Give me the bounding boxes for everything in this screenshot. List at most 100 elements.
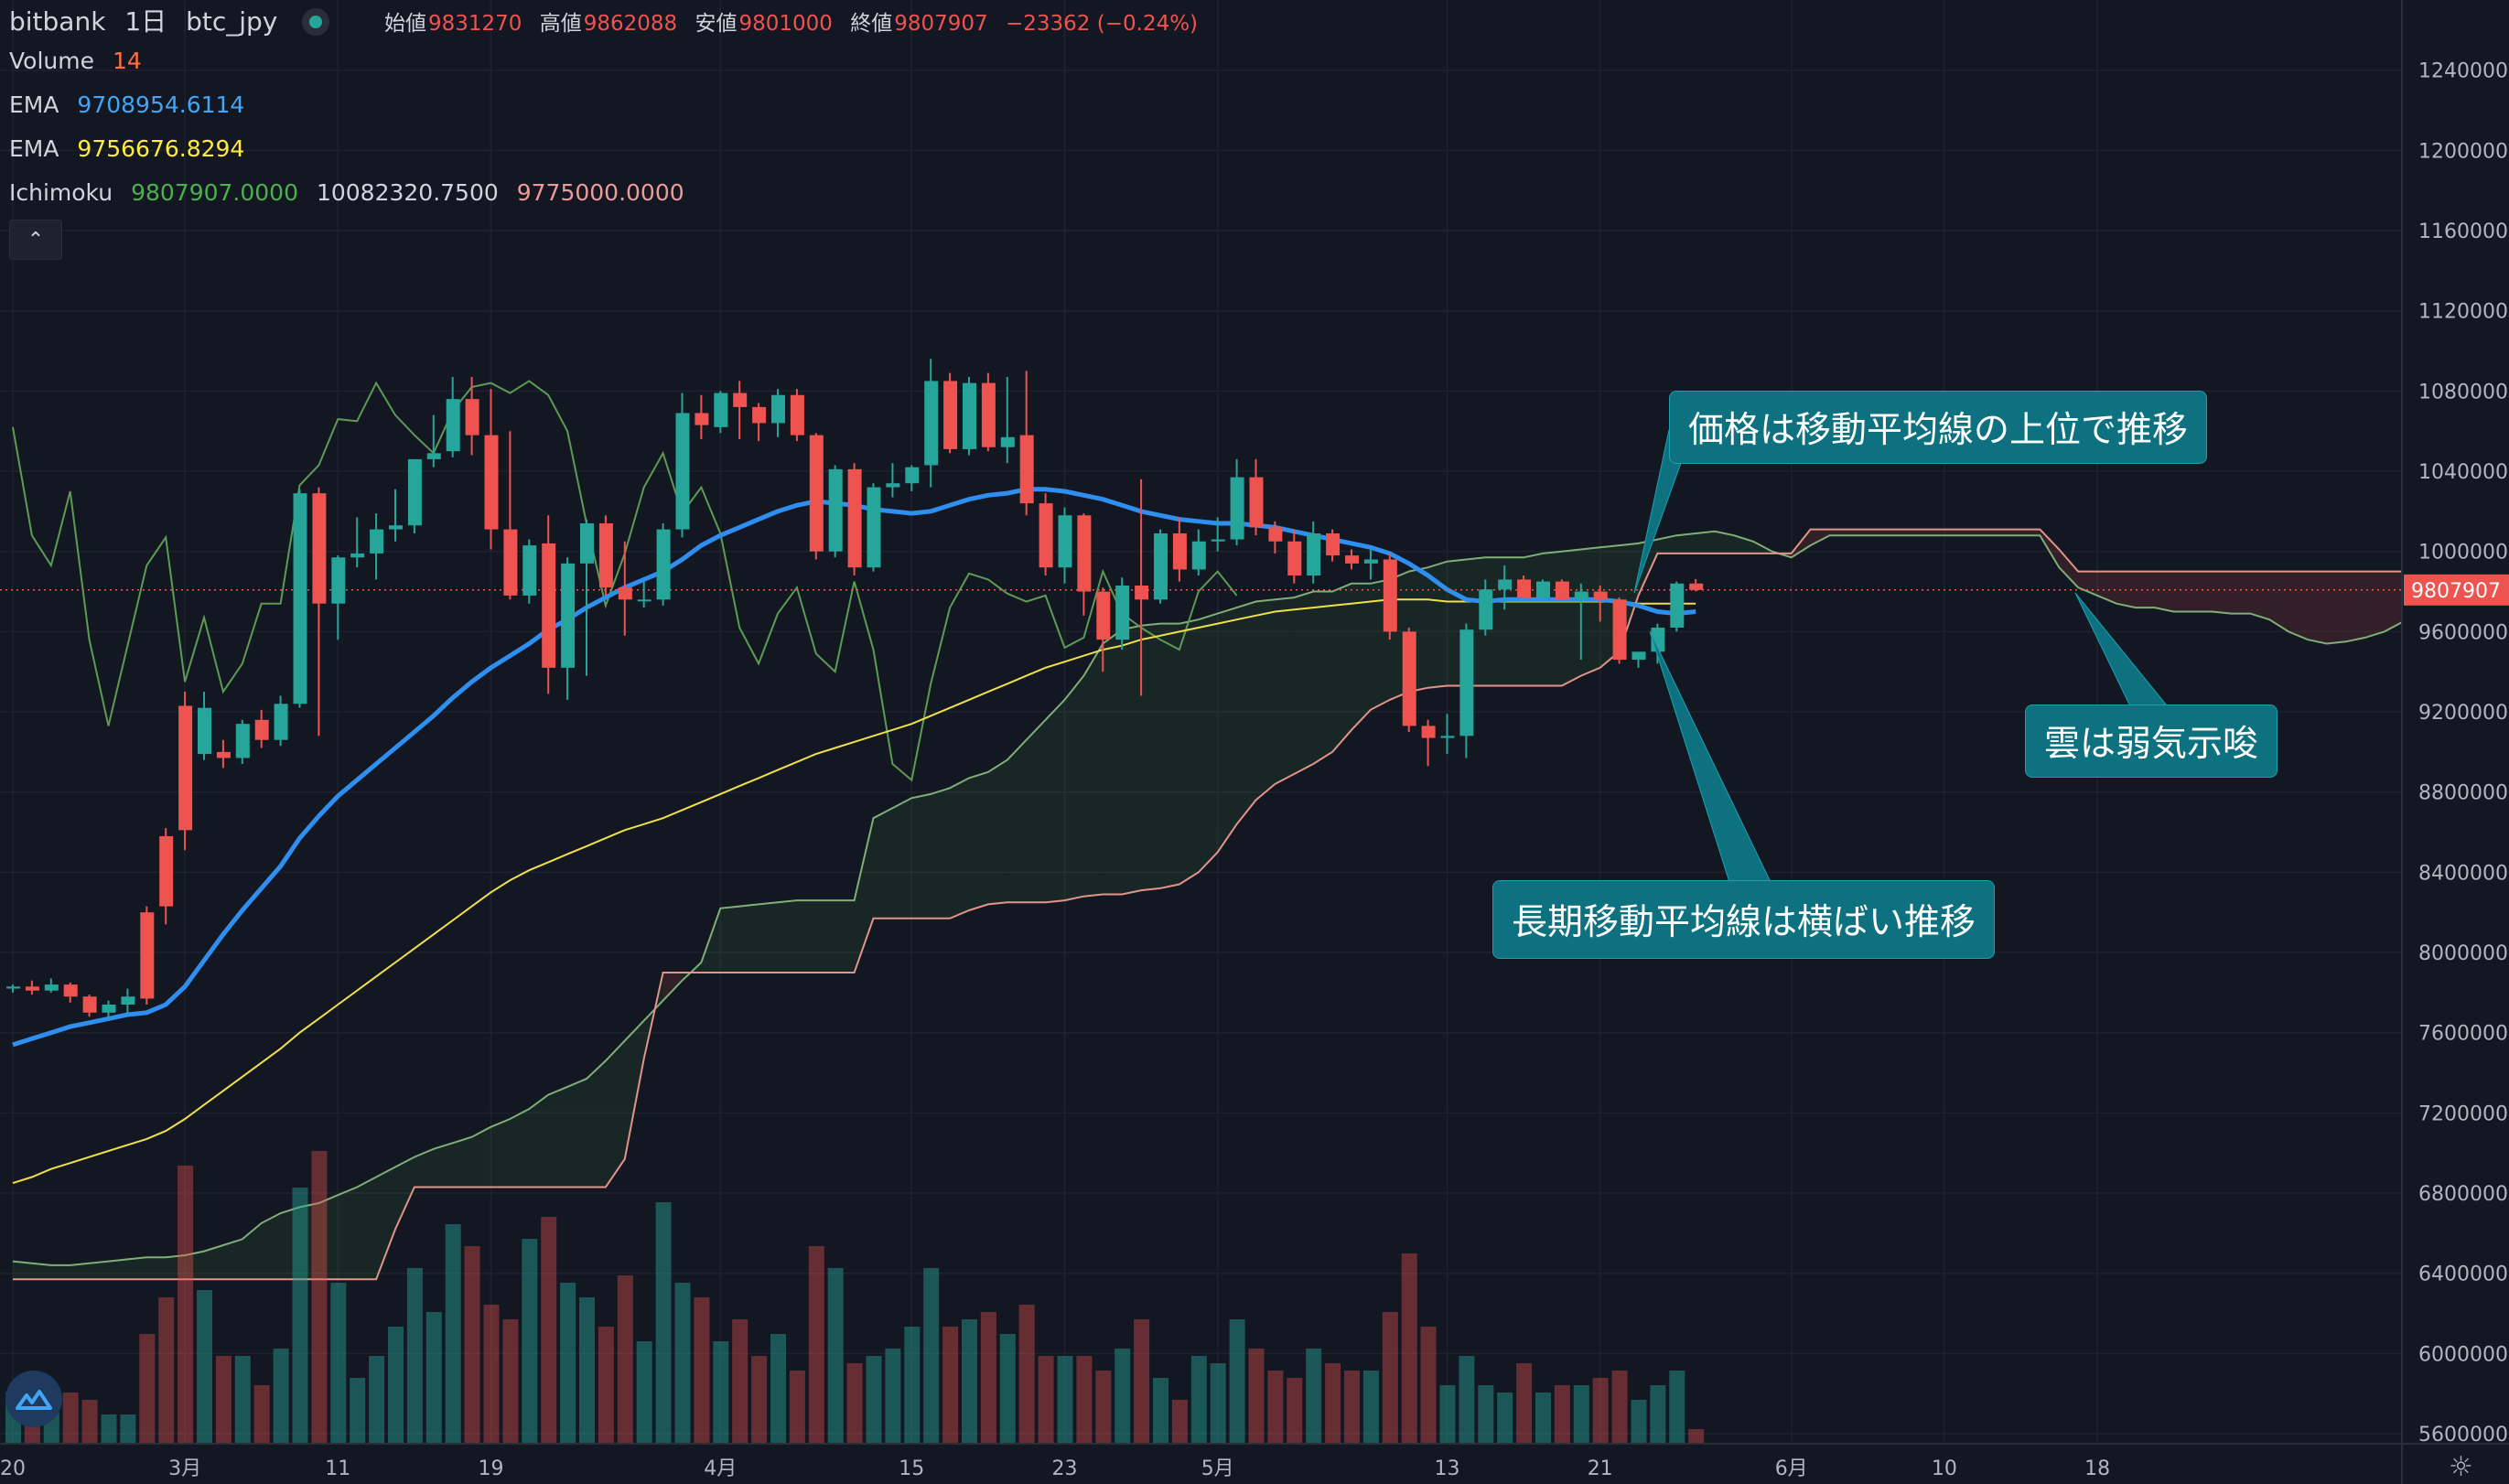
cloud-segment xyxy=(796,900,816,973)
cloud-segment xyxy=(1217,608,1237,853)
symbol-legend[interactable]: bitbank 1日 btc_jpy xyxy=(9,2,333,38)
volume-bar xyxy=(1076,1356,1093,1444)
x-tick-label: 3月 xyxy=(168,1457,201,1480)
candle-body xyxy=(867,487,881,568)
gear-icon[interactable]: ☼ xyxy=(2449,1451,2473,1483)
candle-body xyxy=(216,751,231,758)
volume-bar xyxy=(770,1334,786,1444)
volume-bar xyxy=(560,1283,576,1444)
candle-body xyxy=(1459,629,1474,737)
low-label: 安値 xyxy=(695,12,738,36)
volume-bar xyxy=(1592,1378,1609,1444)
ema-long-legend[interactable]: EMA 9756676.8294 xyxy=(9,135,255,162)
candle-body xyxy=(6,986,20,989)
ema-short-legend[interactable]: EMA 9708954.6114 xyxy=(9,91,255,118)
volume-bar xyxy=(904,1327,921,1444)
volume-bar xyxy=(445,1224,461,1444)
volume-bar xyxy=(1420,1327,1437,1444)
candle-body xyxy=(1631,651,1646,661)
candlesticks xyxy=(6,359,1704,1019)
cloud-segment xyxy=(815,900,835,973)
cloud-segment xyxy=(490,1118,511,1188)
cloud-segment xyxy=(1696,531,1716,554)
candle-body xyxy=(580,523,594,564)
cloud-segment xyxy=(1045,699,1065,903)
cloud-segment xyxy=(854,818,874,973)
candle-body xyxy=(1191,541,1206,570)
cloud-segment xyxy=(242,1222,262,1280)
grid-lines xyxy=(0,0,2402,1444)
y-tick-label: 7200000 xyxy=(2418,1102,2508,1125)
volume-bar xyxy=(1611,1371,1628,1444)
ichimoku-legend[interactable]: Ichimoku 9807907.0000 10082320.7500 9775… xyxy=(9,179,695,206)
volume-bar xyxy=(1650,1385,1666,1444)
time-axis[interactable]: 20 3月 11 19 4月 15 23 5月 13 21 6月 10 18 xyxy=(0,1443,2509,1480)
candle-body xyxy=(1287,541,1302,576)
candle-body xyxy=(1268,527,1283,542)
cloud-segment xyxy=(529,1094,549,1188)
volume-label: Volume xyxy=(9,48,94,74)
x-tick-label: 6月 xyxy=(1775,1457,1808,1480)
volume-bar xyxy=(215,1356,232,1444)
cloud-segment xyxy=(950,778,969,919)
y-tick-label: 8000000 xyxy=(2418,942,2508,965)
candle-body xyxy=(1383,559,1397,632)
candle-body xyxy=(1612,599,1627,661)
volume-bar xyxy=(120,1414,136,1444)
candle-body xyxy=(1211,539,1225,542)
candle-body xyxy=(63,984,78,997)
volume-bar xyxy=(962,1319,977,1444)
volume-bar xyxy=(330,1283,347,1444)
volume-bar xyxy=(655,1202,672,1444)
candle-body xyxy=(350,553,365,558)
candle-body xyxy=(924,381,939,466)
cloud-segment xyxy=(2192,571,2213,612)
last-price-label: 9807907 xyxy=(2411,580,2501,603)
volume-bar xyxy=(101,1414,117,1444)
candle-body xyxy=(790,394,804,436)
volume-bar xyxy=(1401,1253,1417,1444)
volume-bar xyxy=(350,1378,366,1444)
y-tick-label: 8800000 xyxy=(2418,782,2508,805)
y-tick-label: 11200000 xyxy=(2418,301,2509,324)
candle-body xyxy=(121,996,135,1005)
cloud-segment xyxy=(624,1020,644,1159)
candle-body xyxy=(331,557,346,604)
volume-bar xyxy=(197,1290,212,1444)
ichimoku-value-1: 9807907.0000 xyxy=(131,179,298,206)
candle-body xyxy=(503,529,518,596)
y-tick-label: 6400000 xyxy=(2418,1264,2508,1286)
cloud-segment xyxy=(931,788,951,919)
y-tick-label: 9600000 xyxy=(2418,621,2508,644)
collapse-legend-button[interactable]: ⌃ xyxy=(9,220,62,260)
candle-body xyxy=(446,399,460,452)
cloud-segment xyxy=(1141,623,1160,891)
cloud-segment xyxy=(2308,571,2327,644)
y-tick-label: 6000000 xyxy=(2418,1343,2508,1366)
volume-bar xyxy=(713,1341,729,1444)
volume-bar xyxy=(1573,1385,1589,1444)
ema-long-label: EMA xyxy=(9,135,59,162)
tradingview-logo-icon[interactable] xyxy=(5,1371,62,1427)
cloud-segment xyxy=(2288,571,2308,640)
callout-text: 長期移動平均線は横ばい推移 xyxy=(1512,902,1976,943)
volume-legend[interactable]: Volume 14 xyxy=(9,48,153,74)
candle-body xyxy=(981,382,996,447)
candle-body xyxy=(1421,726,1436,738)
volume-bar xyxy=(502,1319,519,1444)
candle-body xyxy=(809,435,824,552)
volume-bar xyxy=(1287,1378,1303,1444)
candle-body xyxy=(370,529,384,554)
candle-body xyxy=(905,467,920,484)
volume-bar xyxy=(273,1349,289,1444)
volume-bar xyxy=(999,1334,1016,1444)
cloud-segment xyxy=(31,1263,51,1280)
cloud-segment xyxy=(1868,529,1888,536)
price-axis[interactable]: 12800000 12400000 12000000 11600000 11200000… xyxy=(2401,0,2509,1484)
cloud-segment xyxy=(1255,599,1276,801)
cloud-segment xyxy=(1810,529,1830,546)
volume-bar xyxy=(464,1246,480,1444)
exchange-name: bitbank xyxy=(9,6,106,37)
volume-bar xyxy=(1153,1378,1168,1444)
